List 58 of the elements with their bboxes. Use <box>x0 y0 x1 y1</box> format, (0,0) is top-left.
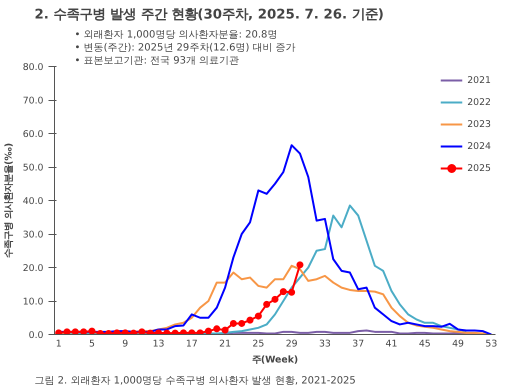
y-tick-label: 70.0 <box>22 96 44 106</box>
x-tick-label: 17 <box>186 338 198 350</box>
point <box>138 328 146 334</box>
y-axis-title: 수족구병 의사환자분율(‰) <box>4 142 15 258</box>
text: • 표본보고기관: 전국 93개 의료기관 <box>74 56 240 66</box>
x-tick-label: 37 <box>352 338 364 350</box>
text: • 변동(주간): 2025년 29주차(12.6명) 대비 증가 <box>74 42 296 54</box>
point <box>254 312 262 320</box>
point <box>280 288 287 296</box>
chart-title: 2. 수족구병 발생 주간 현황(30주차, 2025. 7. 26. 기준) <box>34 8 384 22</box>
y-tick-label: 0.0 <box>28 330 44 341</box>
x-tick-label: 5 <box>88 338 95 350</box>
legend-label: 2022 <box>467 96 491 108</box>
point <box>72 328 79 334</box>
point <box>263 300 270 308</box>
point <box>196 329 204 334</box>
point <box>122 329 129 334</box>
point <box>246 316 254 324</box>
point <box>288 288 296 296</box>
y-tick-label: 20.0 <box>22 263 44 274</box>
point <box>213 325 220 332</box>
x-tick-label: 25 <box>252 338 264 350</box>
point <box>272 296 278 303</box>
text: • 외래환자 1,000명당 의사환자분율: 20.8명 <box>74 30 278 40</box>
y-tick-label: 30.0 <box>22 230 44 240</box>
point <box>88 328 96 334</box>
y-tick-label: 80.0 <box>22 62 44 73</box>
point <box>113 329 120 334</box>
x-tick-label: 49 <box>452 338 464 350</box>
point <box>80 328 88 334</box>
x-axis-title: 주(Week) <box>252 354 298 366</box>
point <box>204 328 212 334</box>
point <box>55 329 62 334</box>
legend-label: 2021 <box>467 74 491 86</box>
point <box>296 261 304 268</box>
x-tick-label: 21 <box>219 338 232 350</box>
y-tick-label: 50.0 <box>22 162 44 174</box>
x-tick-label: 41 <box>386 338 398 350</box>
x-tick-label: 1 <box>56 338 62 350</box>
x-tick-label: 45 <box>418 338 431 350</box>
point <box>188 329 196 334</box>
x-tick-label: 9 <box>122 338 128 350</box>
y-tick-label: 60.0 <box>22 129 44 140</box>
x-tick-label: 29 <box>286 338 298 350</box>
x-tick-label: 13 <box>152 338 165 350</box>
legend-label: 2023 <box>467 118 491 130</box>
y-tick-label: 40.0 <box>22 196 44 207</box>
point <box>238 320 246 327</box>
point <box>180 329 187 334</box>
x-tick-label: 53 <box>485 338 498 350</box>
legend-label: 2024 <box>467 140 491 152</box>
point <box>222 326 229 334</box>
y-tick-label: 10.0 <box>22 296 44 308</box>
point <box>230 320 237 327</box>
caption: 그림 2. 외래환자 1,000명당 수족구병 의사환자 발생 현황, 2021-2025 <box>34 376 356 386</box>
legend-label: 2025 <box>467 162 491 174</box>
point <box>63 328 70 334</box>
x-tick-label: 33 <box>318 338 331 350</box>
